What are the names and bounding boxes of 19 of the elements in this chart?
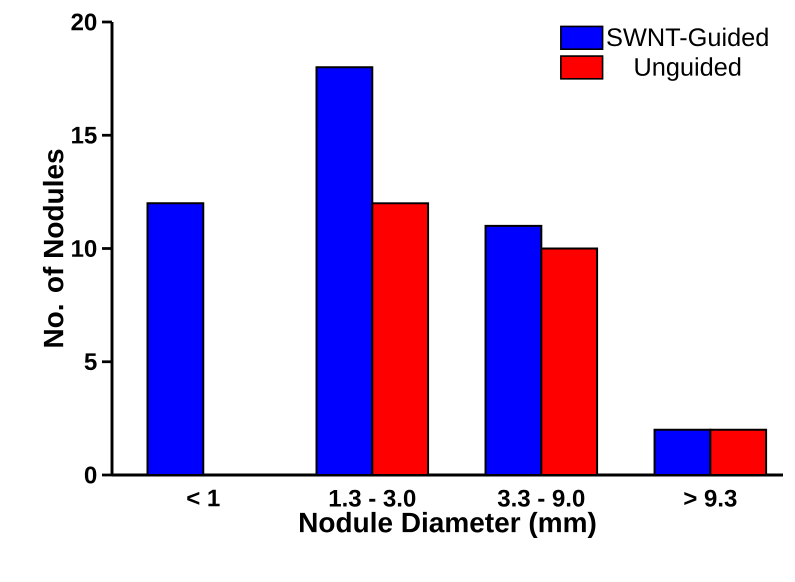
x-tick-label: < 1: [187, 490, 220, 506]
x-tick-label: > 9.3: [684, 490, 736, 507]
y-tick-label: 10: [72, 240, 96, 257]
bar: [316, 66, 374, 476]
bar: [709, 428, 768, 476]
x-tick-label: 1.3 - 3.0: [330, 490, 416, 507]
bar: [540, 248, 598, 476]
y-axis-title: No. of Nodules: [42, 150, 64, 347]
legend-label: Unguided: [635, 57, 740, 81]
y-tick-label: 5: [84, 353, 97, 370]
legend-label: SWNT-Guided: [607, 28, 768, 46]
bar: [484, 224, 542, 476]
bar: [371, 202, 430, 476]
y-tick-label: 20: [71, 13, 96, 30]
y-tick-label: 0: [84, 466, 96, 484]
x-tick-label: 3.3 - 9.0: [498, 490, 584, 507]
bar: [654, 428, 712, 476]
y-tick-label: 15: [72, 126, 97, 144]
x-axis-title: Nodule Diameter (mm): [300, 512, 596, 538]
